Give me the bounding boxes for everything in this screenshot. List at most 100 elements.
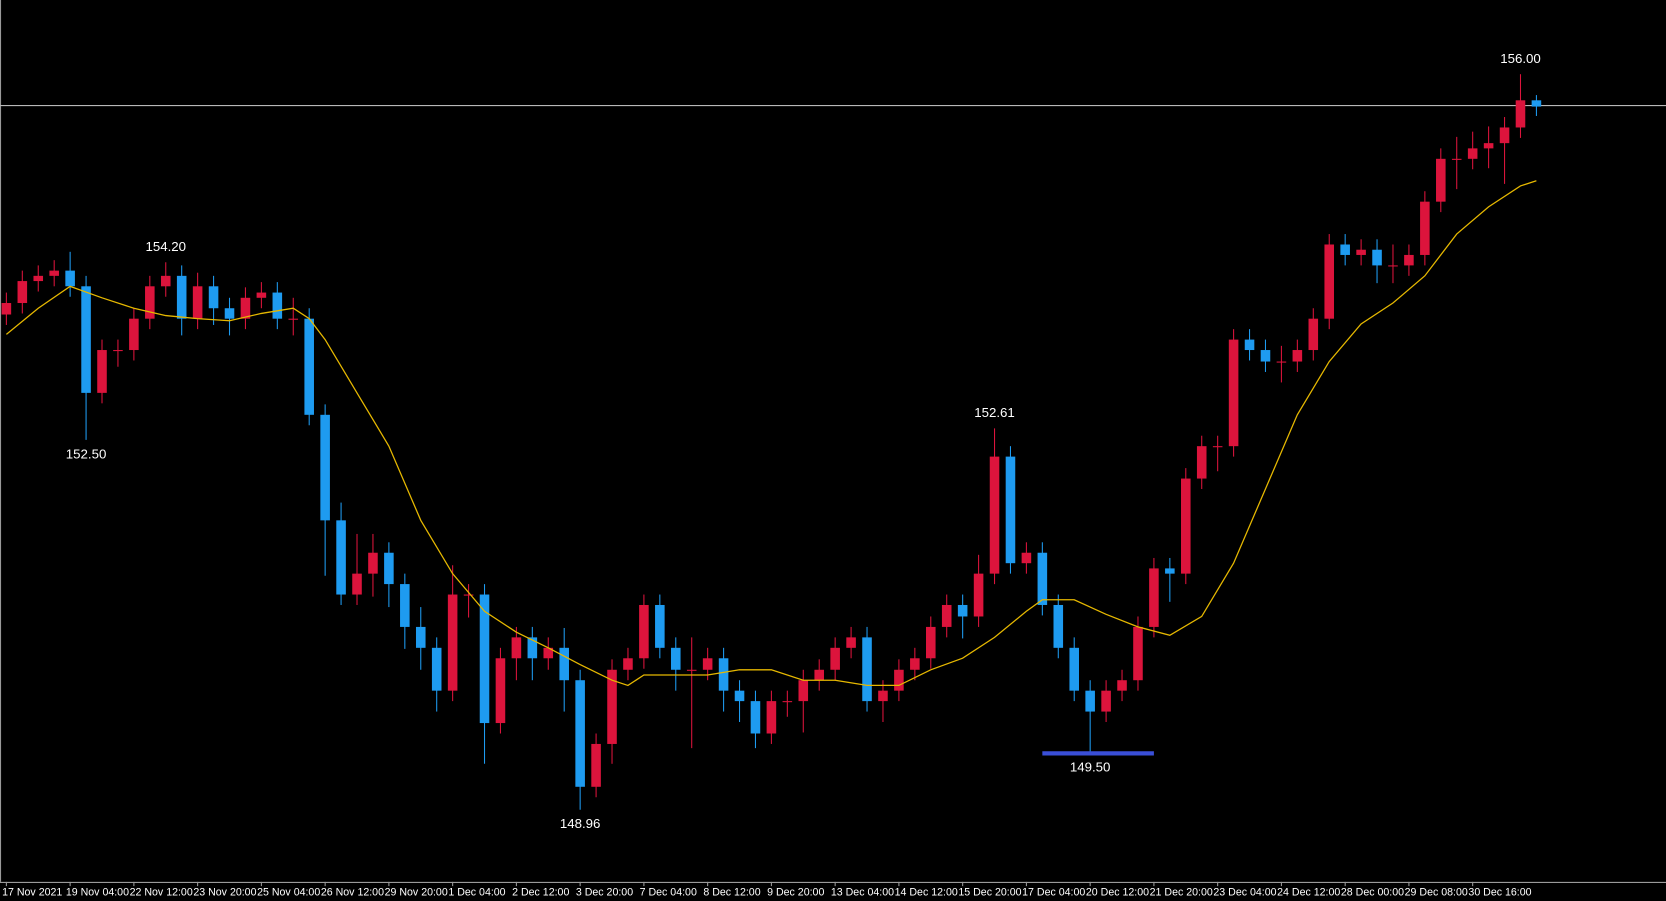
candle-body	[973, 573, 984, 617]
candle-body	[1467, 148, 1478, 159]
candle-body	[1404, 254, 1414, 266]
candle-body	[1228, 339, 1239, 447]
x-tick-label: 30 Dec 16:00	[1468, 886, 1531, 898]
candle-body	[208, 286, 219, 309]
candle-body	[655, 604, 665, 648]
price-annotation: 149.50	[1070, 760, 1111, 775]
candle-body	[145, 286, 155, 319]
candle-body	[495, 658, 506, 724]
candle-body	[782, 701, 793, 703]
candle-body	[256, 292, 267, 298]
candle-body	[798, 680, 809, 702]
candle-body	[1483, 143, 1494, 149]
candle-body	[591, 743, 601, 787]
x-tick-label: 7 Dec 04:00	[640, 886, 697, 898]
candle-body	[607, 669, 617, 744]
candle-body	[750, 701, 761, 734]
candle-body	[479, 594, 490, 724]
candle-body	[878, 690, 888, 702]
candle-body	[1420, 201, 1430, 255]
candle-body	[1372, 249, 1382, 266]
candle-body	[575, 680, 585, 787]
x-tick-label: 26 Nov 12:00	[321, 886, 384, 898]
candle-body	[1276, 361, 1287, 363]
candle-body	[1149, 568, 1159, 627]
candle-body	[463, 594, 474, 596]
candle-body	[304, 318, 314, 415]
candle-body	[160, 275, 171, 287]
candle-body	[33, 275, 44, 282]
x-tick-label: 3 Dec 20:00	[576, 886, 633, 898]
candle-body	[1499, 127, 1510, 144]
x-tick-label: 1 Dec 04:00	[448, 886, 505, 898]
candle-body	[81, 286, 91, 393]
candle-body	[320, 414, 330, 521]
candle-body	[862, 637, 872, 702]
candle-body	[400, 584, 410, 627]
x-tick-label: 17 Nov 2021	[2, 886, 62, 898]
candle-body	[176, 275, 187, 319]
x-tick-label: 24 Dec 12:00	[1277, 886, 1340, 898]
candle-body	[431, 647, 442, 691]
x-tick-label: 19 Nov 04:00	[66, 886, 129, 898]
x-tick-label: 14 Dec 12:00	[895, 886, 958, 898]
candle-body	[352, 573, 362, 595]
candle-body	[543, 647, 554, 659]
candle-body	[941, 604, 952, 627]
x-tick-label: 17 Dec 04:00	[1022, 886, 1085, 898]
candle-body	[1340, 244, 1350, 255]
moving-average	[5, 180, 1537, 687]
candle-body	[1436, 158, 1446, 202]
candle-body	[686, 669, 697, 671]
candle-body	[1053, 604, 1064, 648]
candle-body	[415, 626, 426, 648]
candle-body	[1133, 626, 1143, 681]
x-tick-label: 9 Dec 20:00	[767, 886, 824, 898]
candle-body	[702, 658, 713, 670]
candle-body	[447, 594, 458, 691]
candle-body	[368, 552, 378, 574]
candle-body	[65, 270, 75, 287]
x-tick-label: 21 Dec 20:00	[1150, 886, 1213, 898]
candle-body	[830, 647, 840, 670]
candle-body	[1212, 446, 1223, 448]
candle-body	[384, 552, 394, 585]
candle-body	[894, 669, 904, 691]
x-tick-label: 20 Dec 12:00	[1086, 886, 1149, 898]
candle-body	[336, 520, 346, 595]
x-tick-label: 28 Dec 00:00	[1341, 886, 1404, 898]
x-tick-label: 29 Nov 20:00	[385, 886, 448, 898]
candle-body	[925, 626, 936, 659]
candle-body	[1181, 478, 1191, 574]
candle-body	[559, 647, 569, 681]
candle-body	[129, 318, 139, 351]
candle-body	[814, 669, 824, 681]
candle-body	[97, 350, 107, 393]
candle-body	[846, 637, 856, 648]
candle-body	[1085, 690, 1095, 712]
candle-body	[1101, 690, 1111, 712]
candle-body	[1356, 249, 1366, 255]
price-annotation: 152.50	[66, 446, 107, 461]
candle-body	[1021, 552, 1032, 564]
candle-body	[527, 637, 538, 659]
x-tick-label: 22 Nov 12:00	[130, 886, 193, 898]
candle-body	[989, 456, 1000, 574]
x-tick-label: 23 Dec 04:00	[1213, 886, 1276, 898]
candle-body	[288, 318, 299, 320]
x-tick-label: 13 Dec 04:00	[831, 886, 894, 898]
candle-body	[766, 701, 777, 734]
candle-body	[639, 604, 649, 659]
x-tick-label: 8 Dec 12:00	[703, 886, 760, 898]
candle-body	[192, 286, 203, 319]
candle-body	[734, 690, 745, 702]
candle-body	[1196, 446, 1207, 479]
x-tick-label: 25 Nov 04:00	[257, 886, 320, 898]
candle-body	[511, 637, 522, 659]
price-annotation: 154.20	[145, 239, 186, 254]
candle-body	[272, 292, 283, 319]
candle-body	[1324, 244, 1335, 319]
candle-body	[113, 350, 123, 352]
candle-body	[1165, 568, 1175, 574]
